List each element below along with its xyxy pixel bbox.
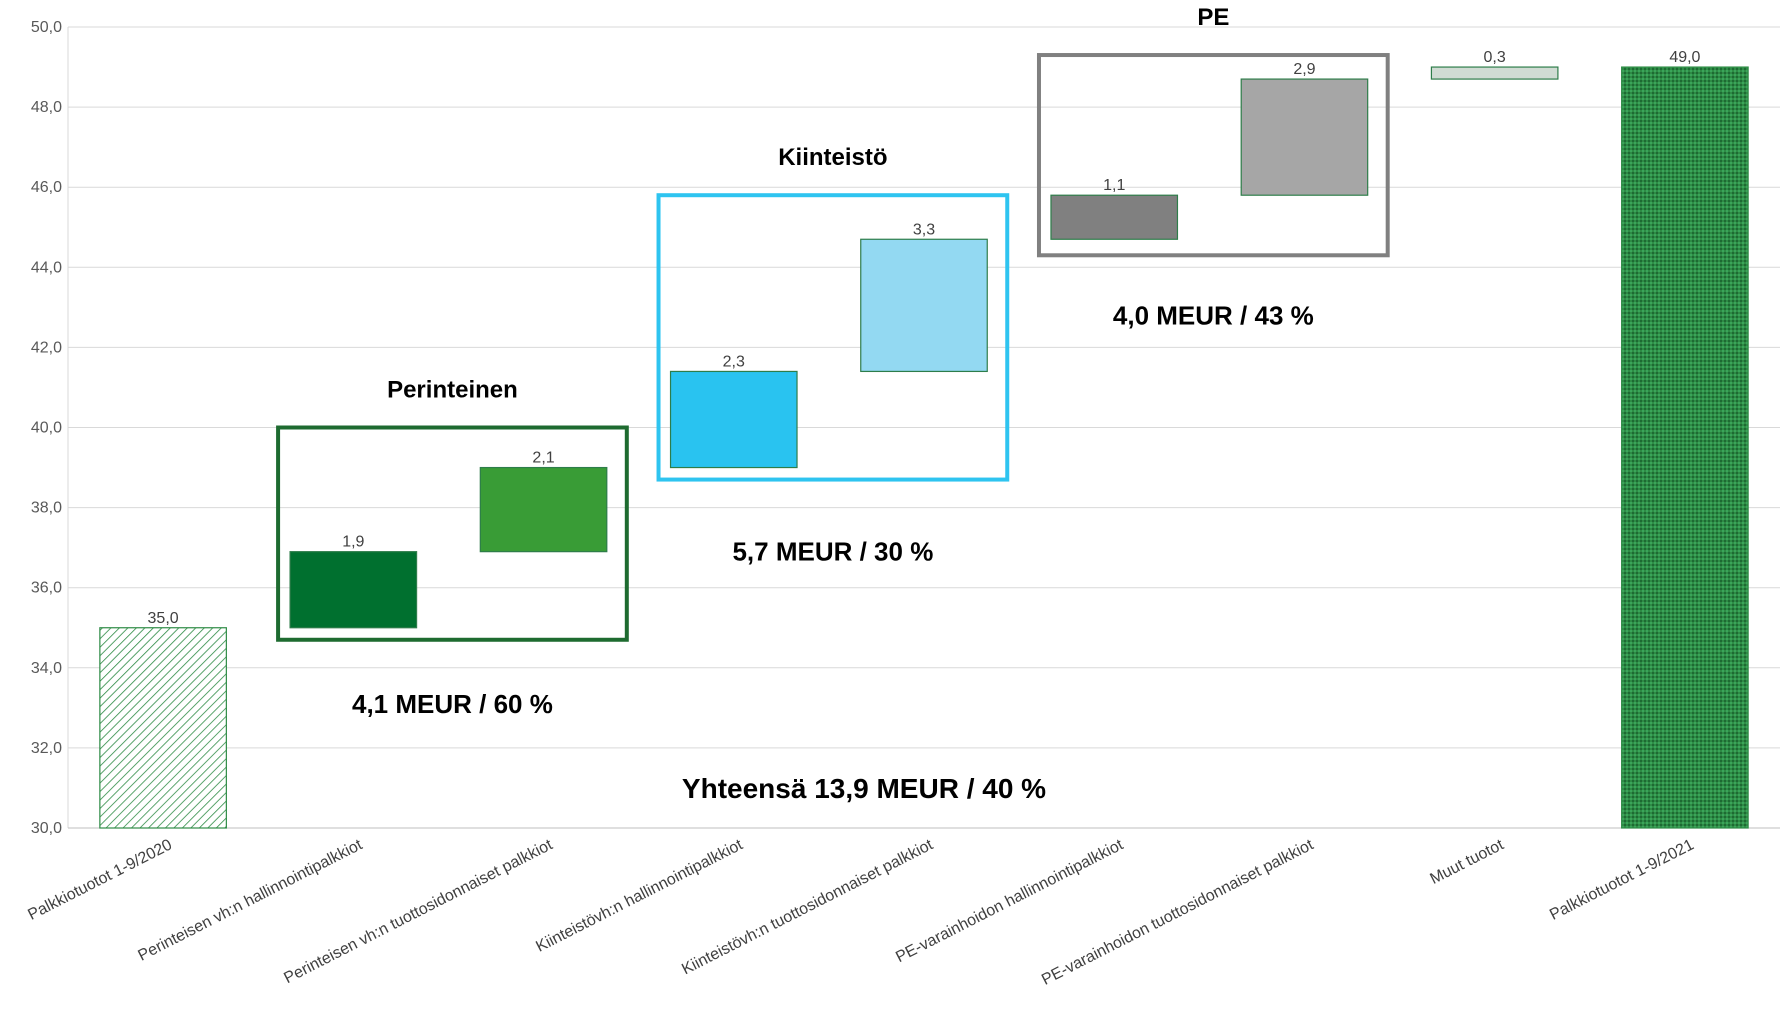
y-tick-label: 42,0 <box>31 339 62 356</box>
data-label: 2,9 <box>1293 61 1315 78</box>
y-tick-label: 40,0 <box>31 420 62 437</box>
data-label: 1,9 <box>342 534 364 551</box>
data-label: 1,1 <box>1103 177 1125 194</box>
bar <box>1050 194 1179 240</box>
data-label: 0,3 <box>1484 49 1506 66</box>
bar <box>1621 66 1749 829</box>
y-tick-label: 48,0 <box>31 99 62 116</box>
data-label: 2,1 <box>532 450 554 467</box>
bar <box>479 466 608 553</box>
group-title: PE <box>1197 4 1229 31</box>
group-box <box>1036 53 1390 258</box>
x-category-label: Muut tuotot <box>1427 836 1507 888</box>
bar <box>289 551 418 629</box>
group-annotation: 5,7 MEUR / 30 % <box>732 537 933 567</box>
bar <box>1240 78 1369 196</box>
x-category-label: Palkkiotuotot 1-9/2021 <box>1547 836 1697 923</box>
data-label: 2,3 <box>723 353 745 370</box>
group-box <box>276 425 629 642</box>
data-label: 3,3 <box>913 221 935 238</box>
labels: 35,0 1,9 2,1 2,3 3,3 1,1 2,9 0,3 49,0 <box>148 49 1701 627</box>
group-title: Perinteinen <box>387 377 518 404</box>
bar <box>99 627 227 829</box>
y-tick-label: 38,0 <box>31 500 62 517</box>
total-annotation: Yhteensä 13,9 MEUR / 40 % <box>682 773 1046 804</box>
bar <box>860 238 988 373</box>
bar <box>669 370 798 469</box>
data-label: 49,0 <box>1669 49 1700 66</box>
y-tick-label: 32,0 <box>31 740 62 757</box>
y-tick-label: 30,0 <box>31 820 62 837</box>
y-tick-label: 44,0 <box>31 259 62 276</box>
group-boxes: Perinteinen 4,1 MEUR / 60 % Kiinteistö 5,7 … <box>276 4 1390 719</box>
group-box <box>656 193 1010 482</box>
y-axis: 30,0 32,0 34,0 36,0 38,0 40,0 42,0 44,0 46,0 48,0… <box>31 19 1780 837</box>
x-category-label: Perinteisen vh:n hallinnointipalkkiot <box>136 836 366 964</box>
bars <box>99 66 1749 829</box>
y-tick-label: 50,0 <box>31 19 62 36</box>
y-tick-label: 46,0 <box>31 179 62 196</box>
group-annotation: 4,1 MEUR / 60 % <box>352 689 553 719</box>
group-title: Kiinteistö <box>778 144 887 171</box>
x-category-label: Palkkiotuotot 1-9/2020 <box>25 836 175 923</box>
group-annotation: 4,0 MEUR / 43 % <box>1113 300 1314 330</box>
bar <box>1430 66 1559 80</box>
y-tick-label: 34,0 <box>31 660 62 677</box>
x-category-label: Kiinteistövh:n hallinnointipalkkiot <box>533 836 746 956</box>
data-label: 35,0 <box>148 610 179 627</box>
y-tick-label: 36,0 <box>31 580 62 597</box>
